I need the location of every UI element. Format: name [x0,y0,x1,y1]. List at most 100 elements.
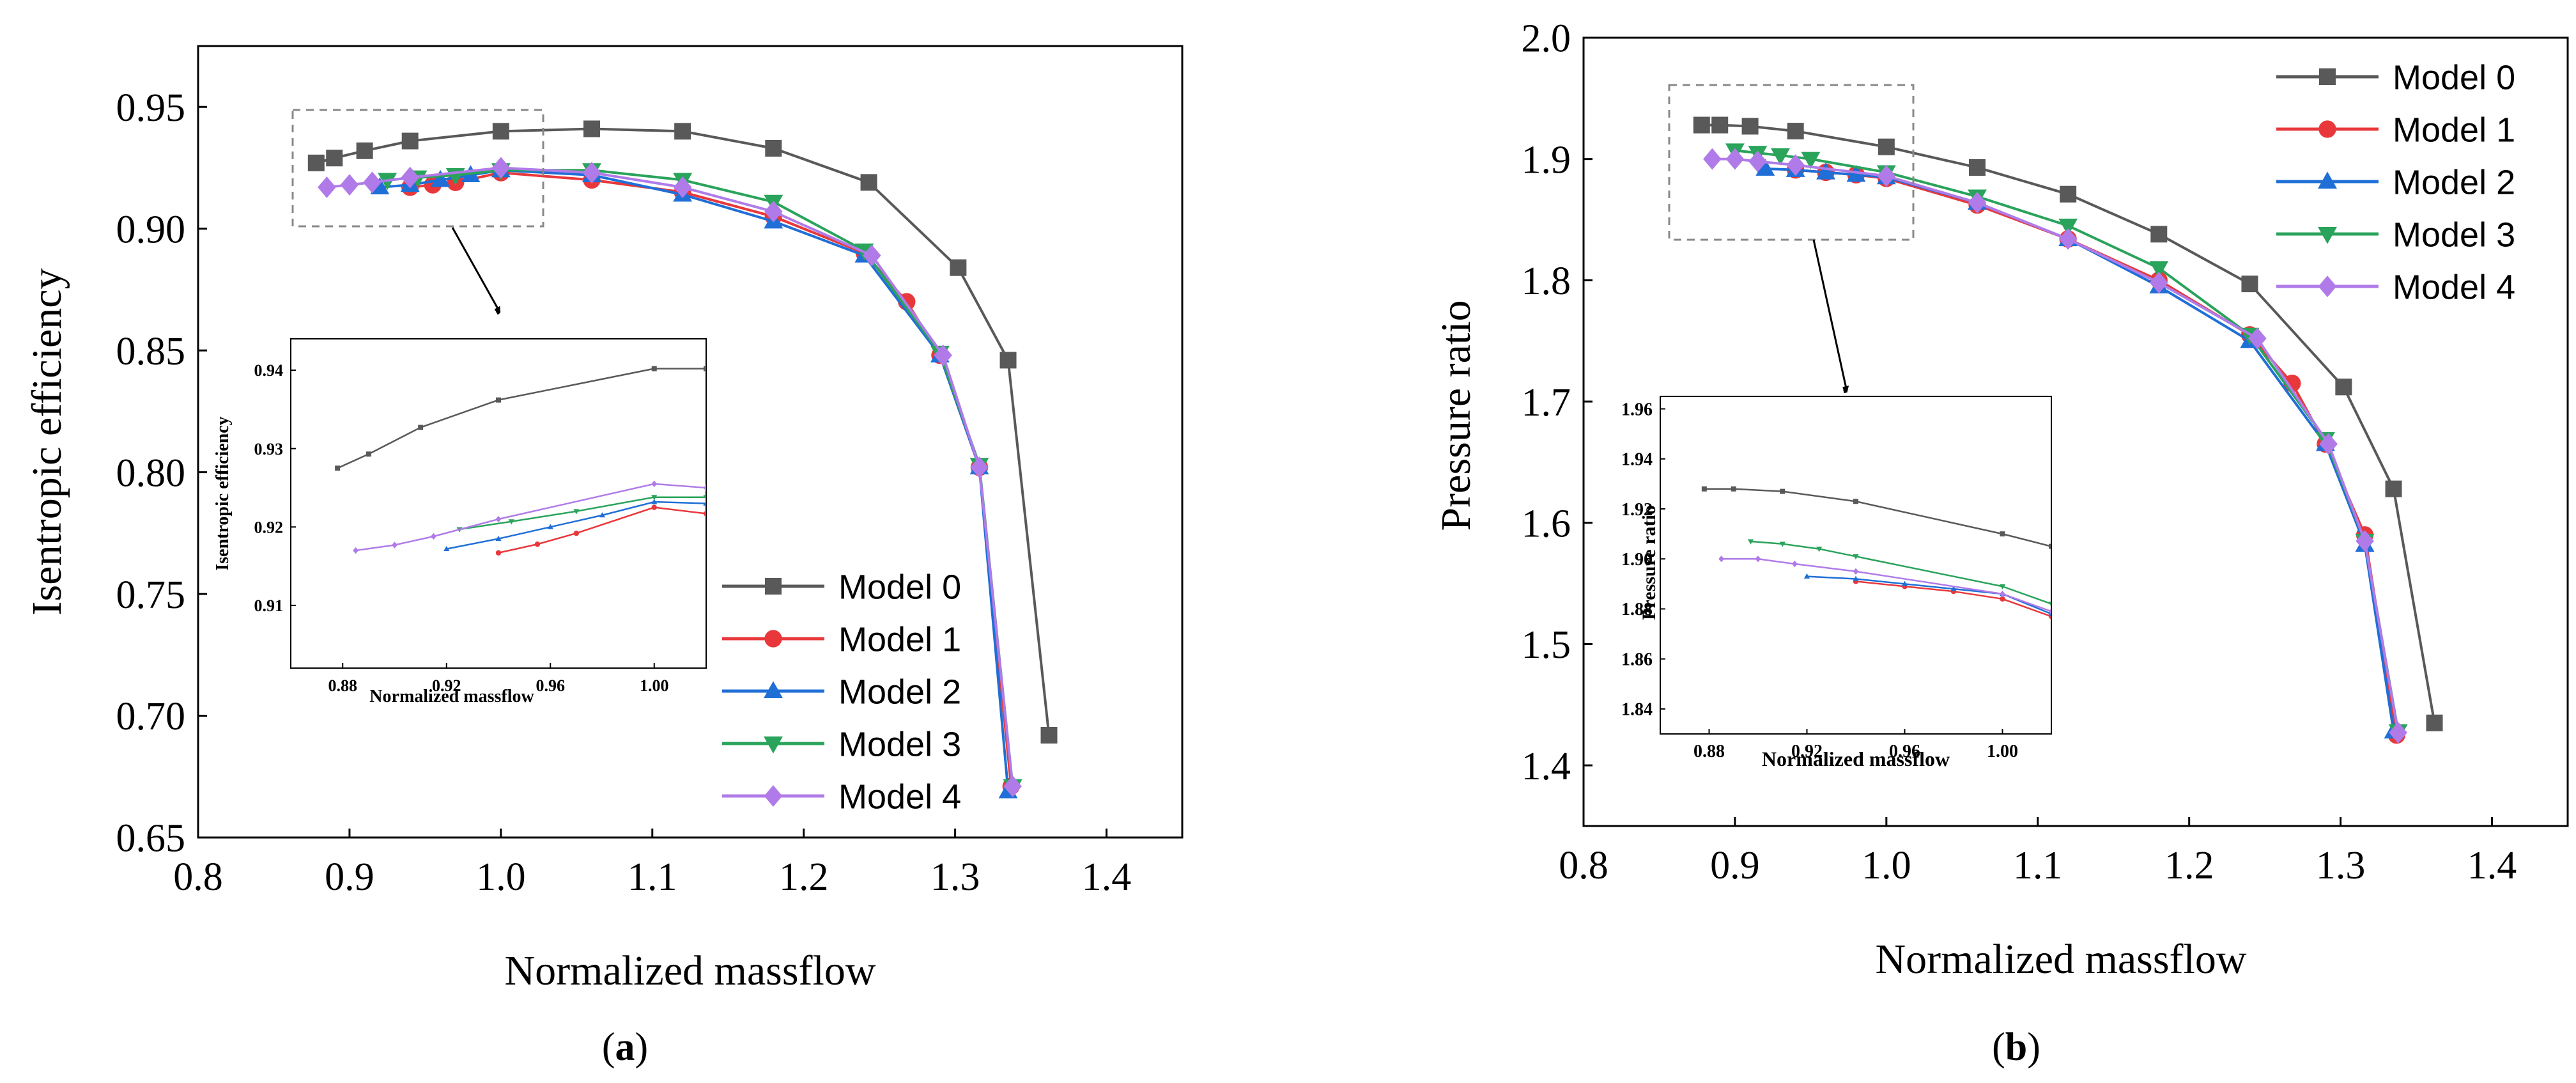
panel-b-zoom-arrow [1812,239,1847,391]
data-point [2058,228,2078,250]
data-point [2048,608,2051,615]
data-point [1787,123,1804,140]
y-tick-label: 1.86 [1621,650,1653,669]
series-model-4 [353,480,706,554]
data-point [583,120,600,137]
x-tick-label: 0.8 [173,855,223,899]
series-model-0 [335,366,706,471]
data-point [1969,159,1986,176]
legend-item: Model 2 [722,673,961,711]
panel-a-x-ticks: 0.8 0.9 1.0 1.1 1.2 1.3 1.4 [173,829,1131,899]
data-point [492,123,509,140]
legend-marker [764,785,783,807]
data-point [2335,378,2352,396]
y-tick-label: 0.92 [254,518,284,536]
panel-b-legend: Model 0 Model 1 Model 2 Model 3 Model 4 [2276,58,2515,306]
data-point [401,166,419,189]
legend-item: Model 4 [2276,268,2515,306]
data-point [1701,486,1707,492]
data-point [970,456,989,478]
x-tick-label: 0.96 [1889,742,1920,761]
data-point [443,545,450,552]
data-point [2000,590,2005,598]
y-tick-label: 1.90 [1621,550,1653,570]
data-point [1693,116,1710,134]
data-point [703,484,706,492]
data-point [934,344,952,366]
y-tick-label: 1.96 [1621,400,1653,419]
series-line [1721,557,2051,612]
data-point [340,174,359,196]
data-point [370,177,390,194]
data-point [1741,118,1759,135]
data-point [2248,327,2267,350]
data-point [999,352,1017,369]
data-point [704,366,706,371]
panel-a-series [307,120,1058,799]
y-tick-label: 0.75 [116,573,186,617]
data-point [431,169,451,187]
data-point [1816,547,1823,552]
series-line [355,483,706,552]
data-point [573,509,580,515]
data-point [2426,714,2443,731]
data-point [1968,192,1987,214]
panel-a-inset-series [335,366,706,556]
x-tick-label: 1.3 [930,855,980,899]
legend-marker [2318,120,2336,138]
data-point [1703,148,1722,170]
data-point [2000,596,2005,602]
series-model-4 [1703,148,2407,744]
y-tick-label: 0.93 [254,440,284,458]
x-tick-label: 1.4 [1082,855,1132,899]
data-point [1711,116,1729,134]
panel-a: 0.8 0.9 1.0 1.1 1.2 1.3 1.4 0.650.700.750.800.… [24,45,1184,994]
legend-marker [2319,68,2336,85]
data-point [534,542,541,547]
data-point [1780,488,1785,494]
x-tick-label: 0.96 [536,676,566,695]
data-point [1791,560,1798,568]
y-tick-label: 1.6 [1522,502,1571,545]
panel-a-zoom-arrow [451,227,500,312]
legend-label: Model 4 [2393,268,2515,306]
data-point [863,244,881,267]
y-tick-label: 1.88 [1621,600,1653,619]
y-tick-label: 2.0 [1522,17,1571,61]
y-tick-label: 1.4 [1522,745,1571,788]
data-point [582,162,601,183]
y-tick-label: 1.92 [1621,500,1653,520]
data-point [765,139,782,157]
data-point [1748,150,1767,173]
legend-marker [2318,171,2337,189]
y-tick-label: 1.84 [1621,700,1653,720]
data-point [1901,580,1908,586]
legend-item: Model 1 [722,620,961,658]
legend-item: Model 2 [2276,163,2515,201]
data-point [651,499,658,504]
legend-marker [2318,276,2337,297]
legend-item: Model 4 [722,777,961,816]
data-point [2385,480,2402,497]
data-point [599,512,606,518]
x-tick-label: 0.8 [1559,844,1608,887]
data-point [860,174,877,191]
y-tick-label: 0.85 [116,330,186,373]
panel-b-y-ticks: 1.4 1.5 1.6 1.7 1.8 1.9 2.0 [1522,17,1593,788]
x-tick-label: 0.92 [432,676,461,695]
x-tick-label: 1.0 [1862,844,1911,887]
series-line [1750,540,2051,605]
data-point [651,495,658,501]
data-point [431,533,436,540]
data-point [1747,539,1754,545]
x-tick-label: 0.88 [328,676,358,695]
data-point [307,154,325,171]
data-point [363,171,382,194]
legend-item: Model 0 [722,568,961,606]
panel-b-inset-background [1660,396,2052,735]
data-point [651,480,658,488]
data-point [547,524,553,529]
data-point [356,142,373,159]
panel-a-inset-y-ticks: 0.91 0.92 0.93 0.94 [254,361,296,615]
